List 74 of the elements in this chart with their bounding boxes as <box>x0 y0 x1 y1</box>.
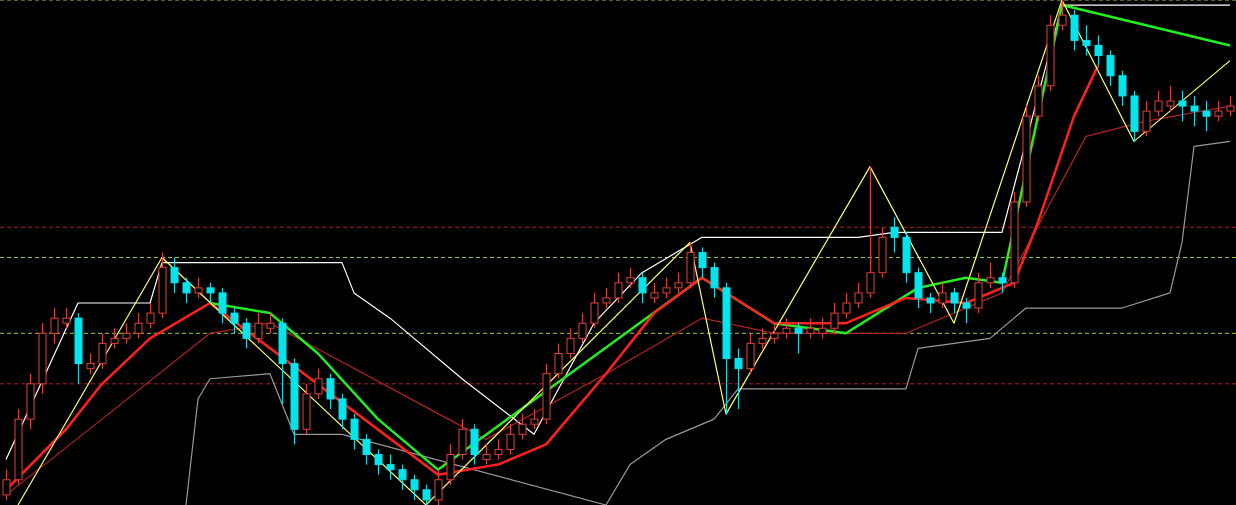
candlestick <box>626 267 635 289</box>
candlestick <box>230 307 239 334</box>
candlestick <box>362 433 371 466</box>
candlestick <box>98 332 107 370</box>
candlestick <box>242 317 251 349</box>
candlestick <box>62 307 71 329</box>
candlestick <box>314 368 323 400</box>
candlestick <box>950 287 959 314</box>
candlestick <box>170 257 179 294</box>
candlestick <box>1154 90 1163 117</box>
candlestick <box>806 317 815 339</box>
candlestick <box>830 302 839 334</box>
candlestick <box>1214 100 1223 122</box>
candlestick <box>1118 70 1127 107</box>
candlestick <box>254 312 263 344</box>
candlestick <box>638 272 647 304</box>
candlestick <box>1202 100 1211 132</box>
candlestick <box>1166 85 1175 112</box>
candlestick <box>518 413 527 440</box>
candlestick <box>134 312 143 339</box>
candlestick <box>866 166 875 299</box>
candlestick <box>926 292 935 314</box>
candlestick <box>1082 24 1091 57</box>
candlestick <box>410 474 419 501</box>
candlestick <box>422 484 431 505</box>
candlestick <box>494 438 503 461</box>
candlestick <box>482 443 491 466</box>
candlestick <box>770 322 779 344</box>
candlestick <box>890 216 899 253</box>
candlestick <box>794 322 803 354</box>
candlestick <box>782 317 791 339</box>
candlestick <box>614 272 623 304</box>
candlestick <box>650 282 659 304</box>
candlestick <box>986 262 995 289</box>
candlestick <box>566 327 575 360</box>
candlestick <box>674 272 683 294</box>
candlestick <box>1094 34 1103 67</box>
candlestick <box>386 454 395 481</box>
candlestick <box>854 282 863 309</box>
candlestick <box>50 307 59 344</box>
candlestick <box>1142 100 1151 137</box>
candlestick <box>602 287 611 309</box>
candlestick <box>530 408 539 430</box>
candlestick <box>1178 90 1187 122</box>
candlestick <box>758 327 767 349</box>
candlestick <box>698 246 707 279</box>
candlestick <box>590 292 599 329</box>
candlestick <box>86 353 95 375</box>
candlestick <box>734 347 743 410</box>
candlestick <box>1190 95 1199 127</box>
candlestick <box>110 327 119 349</box>
candlestick <box>398 464 407 491</box>
candlestick <box>374 448 383 476</box>
candlestick <box>710 262 719 299</box>
candlestick <box>326 373 335 410</box>
candlestick <box>218 287 227 324</box>
candlestick <box>998 272 1007 294</box>
candlestick <box>842 292 851 319</box>
candlestick <box>1106 50 1115 87</box>
candlestick <box>266 312 275 334</box>
candlestick <box>182 277 191 304</box>
candlestick <box>506 423 515 455</box>
candlestick <box>194 277 203 299</box>
candlestick <box>554 342 563 380</box>
candlestick <box>338 393 347 430</box>
candlestick <box>578 312 587 344</box>
candlestick <box>662 277 671 299</box>
candlestick <box>122 322 131 344</box>
candlestick <box>962 297 971 324</box>
candlestick <box>938 282 947 309</box>
candlestick <box>206 282 215 304</box>
candlestick <box>818 317 827 339</box>
candlestick <box>350 413 359 450</box>
candlestick <box>146 302 155 329</box>
